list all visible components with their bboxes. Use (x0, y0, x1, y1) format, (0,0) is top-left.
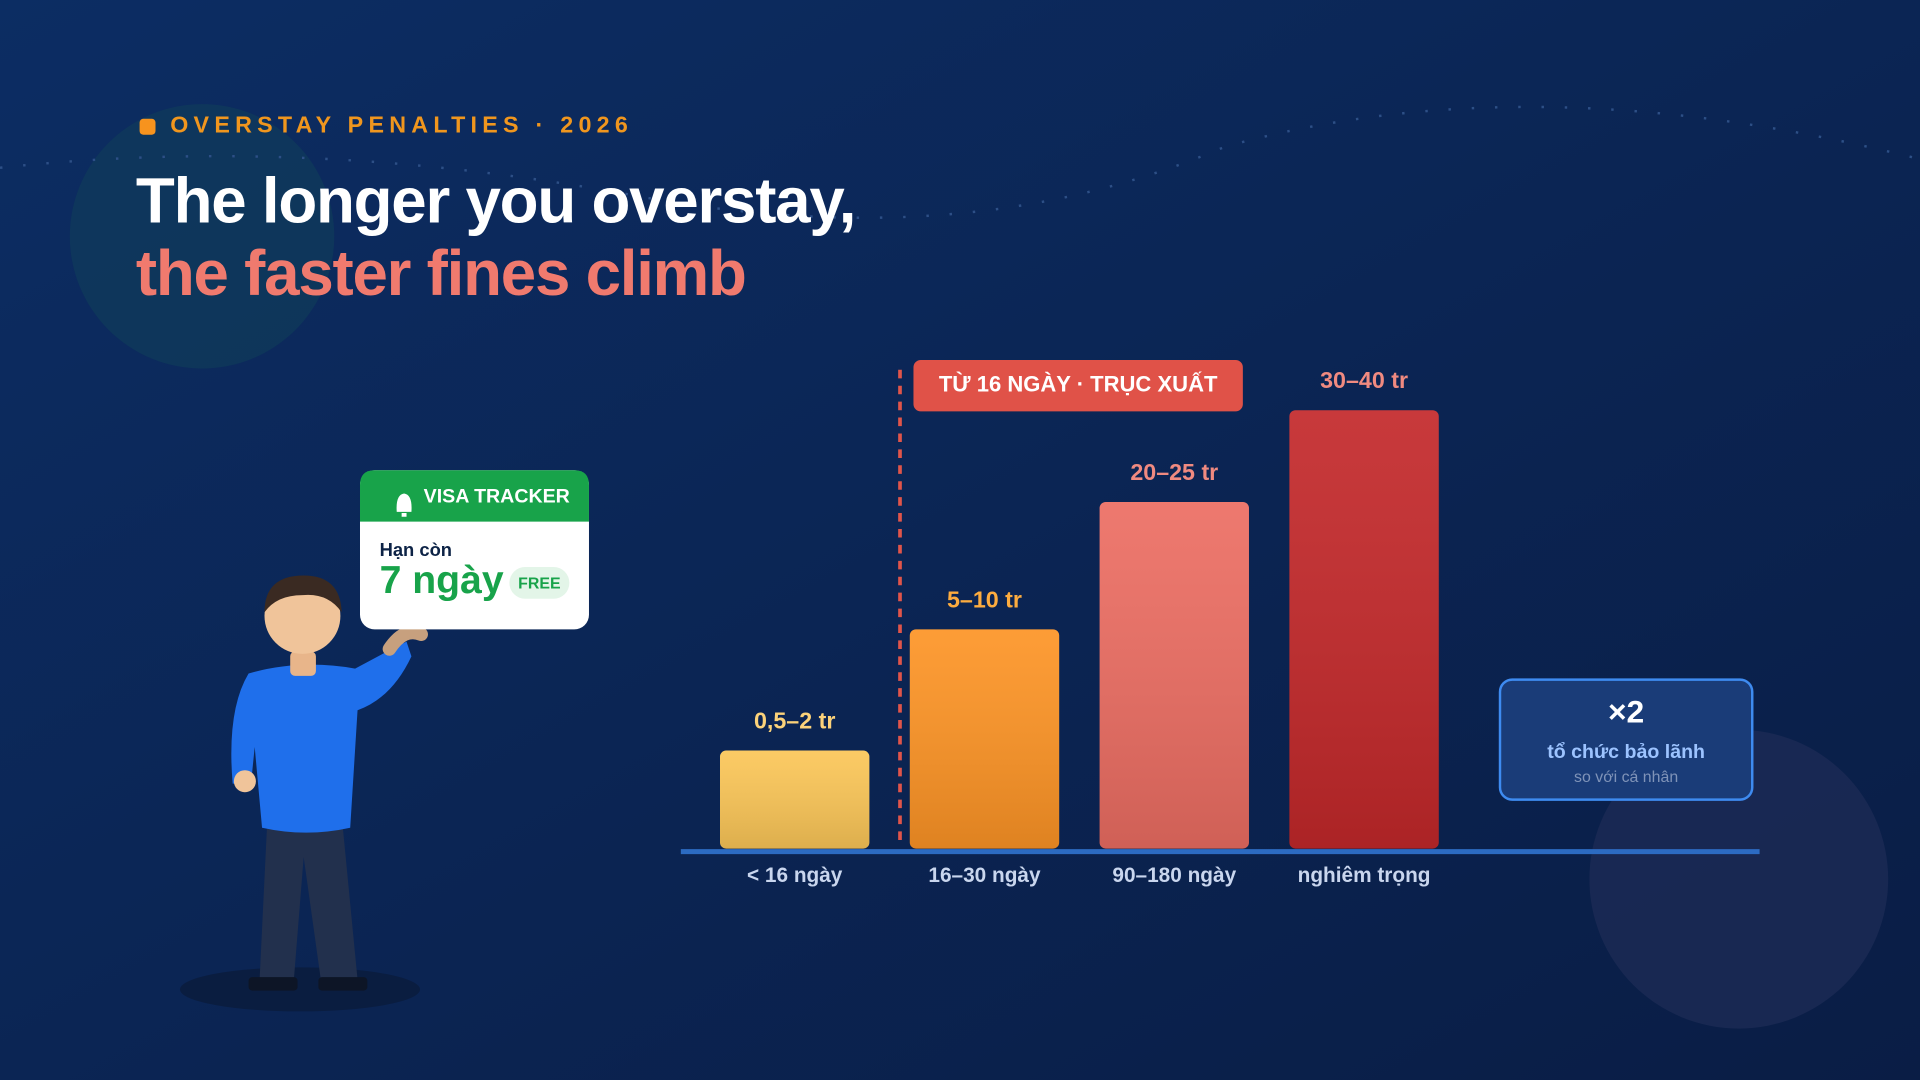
x-tick-label: nghiêm trọng (1298, 864, 1431, 887)
shoe (318, 977, 368, 991)
annotation: TỪ 16 NGÀY · TRỤC XUẤT (939, 372, 1218, 397)
tracker-days: 7 ngày (380, 559, 504, 602)
x-tick-label: 16–30 ngày (928, 864, 1041, 887)
hair (264, 575, 342, 613)
value-label: 20–25 tr (1130, 459, 1218, 485)
callout-box (1498, 678, 1754, 801)
decor-circle (69, 104, 335, 369)
eyebrow: OVERSTAY PENALTIES · 2026 (170, 111, 633, 137)
body (231, 641, 412, 833)
raised-hand (382, 625, 428, 656)
badge (509, 566, 570, 599)
tracker-caption: Hạn còn (380, 539, 452, 560)
x-tick-label: < 16 ngày (747, 864, 843, 887)
tracker-title: VISA TRACKER (424, 485, 570, 507)
callout-label: tổ chức bảo lãnh (1547, 741, 1705, 763)
decor-circle (1589, 729, 1889, 1029)
tracker-header (360, 470, 589, 522)
legs (259, 827, 358, 980)
shadow (180, 967, 420, 1012)
hand (233, 770, 256, 793)
bar-shade (909, 629, 1060, 849)
value-label: 30–40 tr (1320, 367, 1408, 393)
bar-shade (720, 750, 870, 849)
bars: 0,5–2 tr < 16 ngày 5–10 tr 16–30 ngày 20–25 … (720, 367, 1439, 887)
eyebrow-marker (139, 118, 156, 135)
bell-icon (396, 493, 412, 517)
title-accent: the faster fines climb (136, 238, 746, 309)
neck (290, 651, 316, 676)
value-label: 0,5–2 tr (754, 708, 835, 734)
callout-multiplier: ×2 (1608, 693, 1644, 729)
title: The longer you overstay, (136, 166, 855, 237)
shoe (248, 977, 298, 991)
bar-shade (1099, 502, 1249, 849)
annotation-pill (913, 360, 1243, 412)
x-tick-label: 90–180 ngày (1112, 864, 1236, 887)
bar-shade (1289, 410, 1439, 849)
value-label: 5–10 tr (947, 586, 1022, 612)
callout-note: so với cá nhân (1574, 769, 1678, 786)
badge-text: FREE (518, 575, 560, 592)
